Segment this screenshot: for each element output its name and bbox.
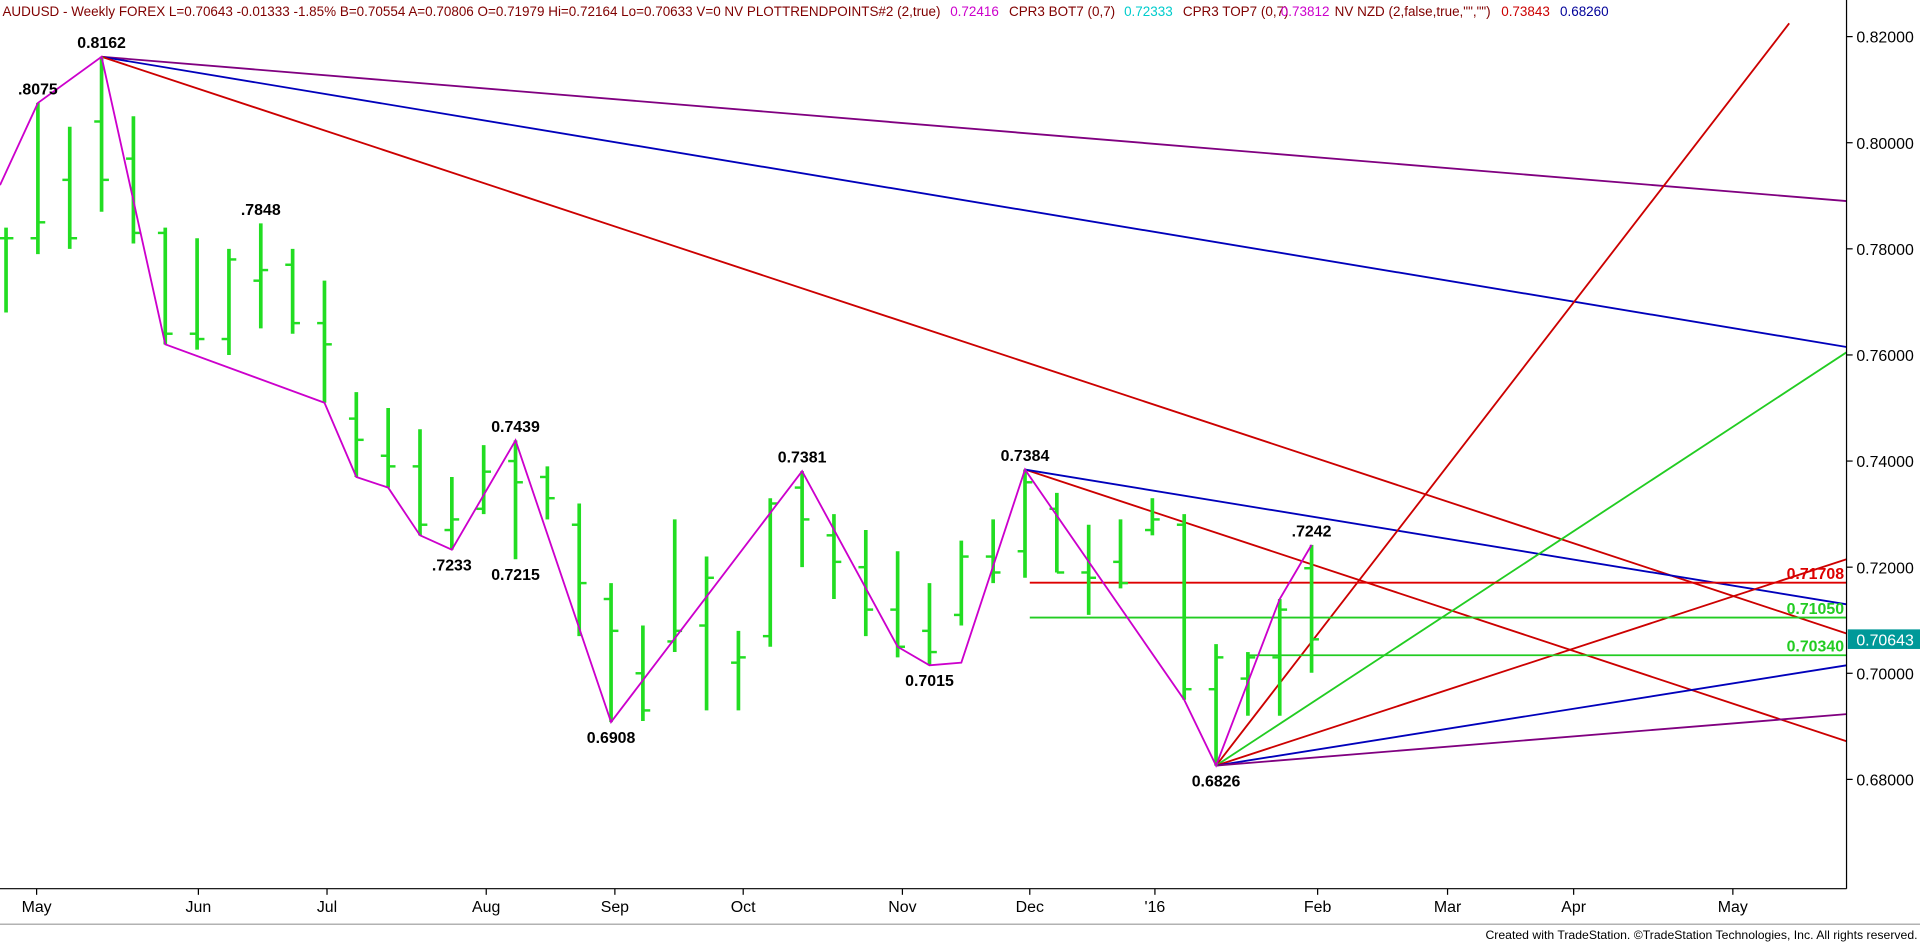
- header-text: 0.73843: [1501, 4, 1550, 19]
- x-tick-label: Aug: [472, 899, 500, 916]
- pivot-label: .7848: [241, 202, 281, 219]
- last-price-tag: [1847, 629, 1920, 649]
- x-tick-label: May: [1718, 899, 1748, 916]
- trendline: [1215, 351, 1847, 767]
- x-tick-label: Jul: [317, 899, 337, 916]
- pivot-label: 0.6908: [587, 730, 636, 747]
- pivot-label: 0.6826: [1192, 773, 1241, 790]
- y-tick-label: 0.78000: [1856, 242, 1914, 259]
- x-tick-label: '16: [1145, 899, 1166, 916]
- header-text: NV NZD (2,false,true,"",""): [1335, 4, 1491, 19]
- y-tick-label: 0.70000: [1856, 666, 1914, 683]
- trendline: [101, 55, 1847, 635]
- y-tick-label: 0.74000: [1856, 454, 1914, 471]
- y-tick-label: 0.72000: [1856, 560, 1914, 577]
- zigzag-line: [0, 55, 1313, 768]
- x-tick-label: Feb: [1304, 899, 1332, 916]
- trendline: [1215, 558, 1847, 767]
- x-tick-label: Mar: [1434, 899, 1462, 916]
- level-label: 0.70340: [1787, 639, 1845, 656]
- pivot-label: 0.7439: [491, 419, 540, 436]
- pivot-label: 0.8162: [77, 35, 126, 52]
- trendline: [1215, 713, 1847, 767]
- plot-area: [0, 22, 1847, 768]
- y-tick-label: 0.82000: [1856, 30, 1914, 47]
- trendline: [101, 55, 1847, 348]
- footer: Created with TradeStation. ©TradeStation…: [1485, 928, 1917, 942]
- y-tick-label: 0.68000: [1856, 773, 1914, 790]
- header-text: 0.72333: [1124, 4, 1173, 19]
- header-text: CPR3 TOP7 (0,7): [1183, 4, 1289, 19]
- header-text: 0.73812: [1281, 4, 1330, 19]
- trendline: [1215, 664, 1847, 767]
- trendline: [101, 55, 1847, 202]
- x-tick-label: Oct: [731, 899, 756, 916]
- trendline: [1024, 468, 1847, 743]
- level-label: 0.71050: [1787, 601, 1845, 618]
- header-text: 0.72416: [950, 4, 999, 19]
- level-label: 0.71708: [1787, 566, 1845, 583]
- x-tick-label: Sep: [601, 899, 629, 916]
- x-tick-label: Nov: [888, 899, 916, 916]
- header-text: CPR3 BOT7 (0,7): [1009, 4, 1115, 19]
- pivot-label: 0.7384: [1001, 448, 1050, 465]
- header-text: 0.68260: [1560, 4, 1609, 19]
- y-tick-label: 0.80000: [1856, 136, 1914, 153]
- pivot-label: .7242: [1292, 523, 1332, 540]
- x-tick-label: May: [22, 899, 52, 916]
- pivot-label: 0.7215: [491, 567, 540, 584]
- pivot-label: 0.7381: [778, 450, 827, 467]
- last-price-label: 0.70643: [1856, 632, 1914, 649]
- y-tick-label: 0.76000: [1856, 348, 1914, 365]
- x-tick-label: Dec: [1016, 899, 1044, 916]
- overlay: AUDUSD - Weekly FOREX L=0.70643 -0.01333…: [2, 4, 1920, 916]
- x-tick-label: Apr: [1561, 899, 1586, 916]
- pivot-label: 0.7015: [905, 673, 954, 690]
- pivot-label: .8075: [18, 81, 58, 98]
- header-text: AUDUSD - Weekly FOREX L=0.70643 -0.01333…: [2, 4, 940, 19]
- x-tick-label: Jun: [186, 899, 212, 916]
- pivot-label: .7233: [432, 557, 472, 574]
